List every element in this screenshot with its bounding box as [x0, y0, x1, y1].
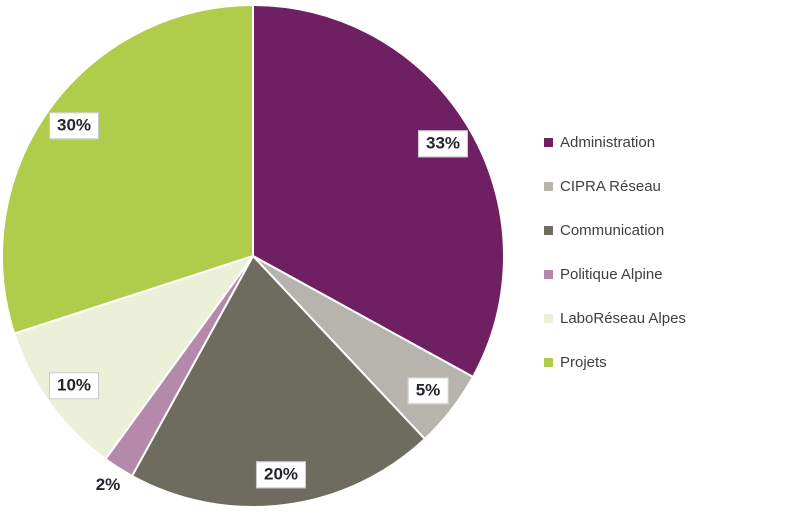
legend-swatch-icon: [544, 182, 553, 191]
legend-item-administration: Administration: [544, 133, 686, 152]
legend-swatch-icon: [544, 314, 553, 323]
legend-item-projets: Projets: [544, 353, 686, 372]
legend-item-politique-alpine: Politique Alpine: [544, 265, 686, 284]
legend-label: LaboRéseau Alpes: [560, 310, 686, 327]
legend-item-cipra-reseau: CIPRA Réseau: [544, 177, 686, 196]
legend-label: Politique Alpine: [560, 266, 663, 283]
legend: Administration CIPRA Réseau Communication P…: [544, 133, 686, 372]
pie-slice-administration: [252, 4, 505, 378]
legend-label: Projets: [560, 354, 607, 371]
pie-slice-laboreseau-alpes: [13, 255, 254, 461]
legend-label: Administration: [560, 134, 656, 151]
legend-swatch-icon: [544, 270, 553, 279]
pie-slice-communication: [131, 255, 426, 508]
legend-swatch-icon: [544, 358, 553, 367]
legend-item-laboreseau-alpes: LaboRéseau Alpes: [544, 309, 686, 328]
legend-swatch-icon: [544, 226, 553, 235]
pie-slice-projets: [0, 4, 254, 335]
legend-swatch-icon: [544, 138, 553, 147]
legend-label: Communication: [560, 222, 665, 239]
legend-label: CIPRA Réseau: [560, 178, 661, 195]
legend-item-communication: Communication: [544, 221, 686, 240]
